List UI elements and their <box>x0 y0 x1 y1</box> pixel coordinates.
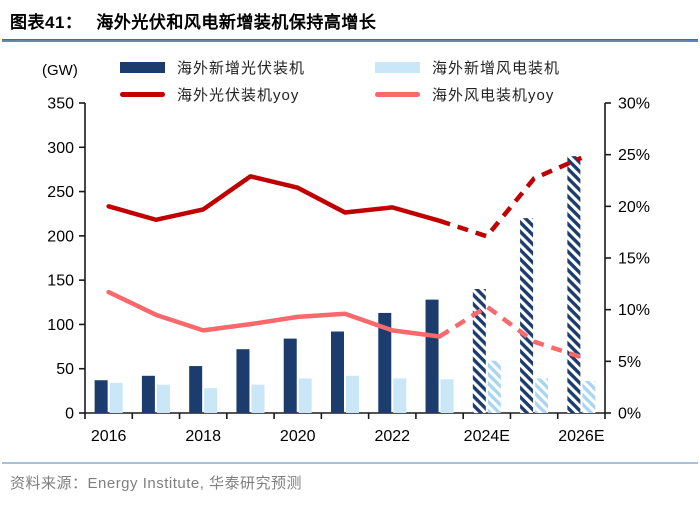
wind-bar-swatch-icon <box>375 61 420 73</box>
svg-text:25%: 25% <box>618 147 650 164</box>
pv-bar <box>425 299 439 413</box>
svg-text:15%: 15% <box>618 251 650 268</box>
chart-canvas: 0 50 100 150 200 250 300 350 0% 5% 10% 15% 20% 25% 30%… <box>0 95 700 450</box>
wind-bar <box>298 378 312 413</box>
wind-bar <box>251 384 265 413</box>
combo-chart: 0 50 100 150 200 250 300 350 0% 5% 10% 15% 20% 25% 30%… <box>47 96 650 446</box>
pv-bar-swatch-icon <box>120 61 165 73</box>
pv-bar-forecast <box>472 289 486 413</box>
pv-bar <box>331 331 344 413</box>
figure-number-label: 图表41： <box>10 13 83 32</box>
x-axis-labels: 2016 2018 2020 2022 2024E 2026E <box>91 428 605 445</box>
wind-bar <box>440 379 454 413</box>
legend-label: 海外新增风电装机 <box>432 59 561 77</box>
left-axis-ticks: 0 50 100 150 200 250 300 350 <box>47 96 85 423</box>
pv-bar-forecast <box>567 156 581 413</box>
pv-yoy-line <box>106 155 583 239</box>
legend-label: 海外光伏装机yoy <box>177 86 300 104</box>
figure-header: 图表41： 海外光伏和风电新增装机保持高增长 <box>0 0 700 42</box>
legend-label: 海外风电装机yoy <box>432 86 555 104</box>
svg-text:30%: 30% <box>618 96 650 113</box>
x-axis-ticks <box>84 413 606 419</box>
legend-label: 海外新增光伏装机 <box>177 59 306 77</box>
figure-title-text: 海外光伏和风电新增装机保持高增长 <box>96 13 377 32</box>
pv-bar <box>141 375 155 413</box>
svg-text:250: 250 <box>47 184 74 201</box>
svg-text:2022: 2022 <box>374 428 410 445</box>
wind-bar-forecast <box>535 378 549 413</box>
legend-item-wind-bar: 海外新增风电装机 <box>375 57 560 77</box>
wind-bar <box>109 382 123 413</box>
legend-item-pv-bar: 海外新增光伏装机 <box>120 57 305 77</box>
legend-item-wind-yoy: 海外风电装机yoy <box>375 84 560 104</box>
wind-bar <box>346 375 359 413</box>
left-axis-unit-label: (GW) <box>42 62 78 79</box>
right-axis-ticks: 0% 5% 10% 15% 20% 25% 30% <box>605 96 650 423</box>
figure-footer: 资料来源：Energy Institute, 华泰研究预测 <box>0 462 700 493</box>
svg-text:20%: 20% <box>618 199 650 216</box>
wind-bars <box>109 360 596 413</box>
svg-text:300: 300 <box>47 140 74 157</box>
figure-title: 图表41： 海外光伏和风电新增装机保持高增长 <box>0 0 700 39</box>
svg-text:2026E: 2026E <box>558 428 604 445</box>
svg-text:100: 100 <box>47 317 74 334</box>
legend-column-wind: 海外新增风电装机 海外风电装机yoy <box>375 57 560 104</box>
svg-text:2020: 2020 <box>280 428 316 445</box>
svg-text:5%: 5% <box>618 354 641 371</box>
pv-bar-forecast <box>520 218 534 413</box>
svg-text:0: 0 <box>65 406 74 423</box>
pv-bar <box>236 349 250 413</box>
wind-bar <box>204 388 218 413</box>
footer-divider <box>2 462 698 464</box>
legend-item-pv-yoy: 海外光伏装机yoy <box>120 84 305 104</box>
pv-bars <box>94 156 581 413</box>
pv-bar <box>283 338 297 413</box>
svg-text:50: 50 <box>56 361 74 378</box>
svg-text:350: 350 <box>47 96 74 113</box>
wind-bar <box>156 384 170 413</box>
chart-legend: 海外新增光伏装机 海外光伏装机yoy 海外新增风电装机 海外风电装机yoy <box>0 57 700 107</box>
svg-text:2024E: 2024E <box>464 428 510 445</box>
wind-yoy-line <box>106 289 583 360</box>
pv-bar <box>378 312 392 413</box>
svg-text:2016: 2016 <box>91 428 127 445</box>
source-note: 资料来源：Energy Institute, 华泰研究预测 <box>10 475 303 492</box>
wind-yoy-line-swatch-icon <box>375 91 420 97</box>
wind-bar-forecast <box>487 360 501 413</box>
wind-bar <box>393 378 407 413</box>
svg-text:150: 150 <box>47 273 74 290</box>
pv-yoy-line-swatch-icon <box>120 91 165 97</box>
svg-text:200: 200 <box>47 228 74 245</box>
svg-text:0%: 0% <box>618 406 641 423</box>
legend-column-pv: 海外新增光伏装机 海外光伏装机yoy <box>120 57 305 104</box>
pv-bar <box>189 366 203 413</box>
svg-text:10%: 10% <box>618 302 650 319</box>
wind-bar-forecast <box>582 381 596 413</box>
pv-bar <box>94 380 108 413</box>
title-divider <box>2 39 698 42</box>
svg-text:2018: 2018 <box>185 428 221 445</box>
